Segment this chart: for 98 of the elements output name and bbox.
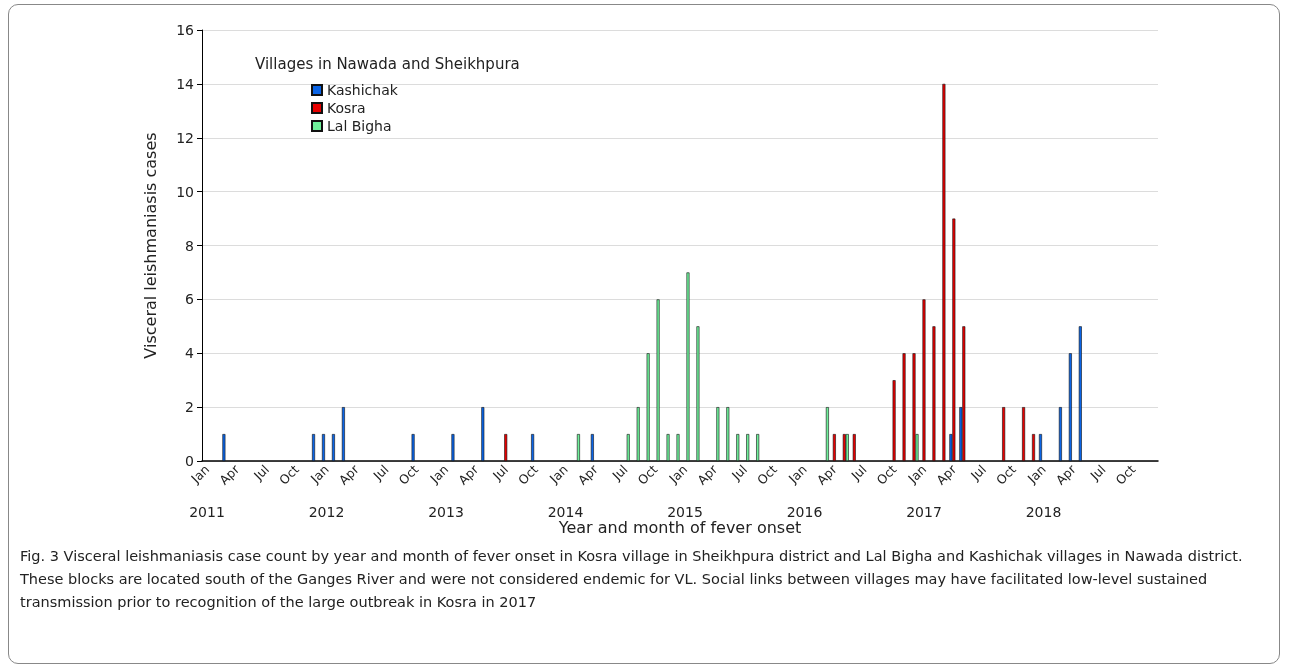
- bar: [1068, 353, 1072, 461]
- y-tick-label: 0: [185, 453, 194, 469]
- x-tick-label: Oct: [395, 461, 422, 488]
- text: 2016: [786, 504, 823, 520]
- text: 2011: [189, 504, 225, 520]
- bar: [331, 434, 335, 461]
- x-tick-label: Jul: [608, 461, 631, 484]
- bar: [222, 434, 226, 461]
- bar: [912, 353, 916, 461]
- bar: [952, 218, 956, 461]
- y-tick-label: 12: [176, 129, 194, 146]
- bar: [676, 434, 680, 461]
- text: 2013: [428, 504, 464, 520]
- legend-label: Kosra: [327, 100, 366, 116]
- legend-label: Kashichak: [327, 82, 399, 98]
- bar: [852, 434, 856, 461]
- text: 2017: [906, 504, 942, 520]
- x-tick-label: Jan: [545, 461, 571, 487]
- bar: [312, 434, 316, 461]
- x-tick-label: Oct: [276, 461, 302, 488]
- x-tick-label: Jul: [728, 461, 751, 484]
- x-tick-label: Jan: [904, 461, 930, 487]
- bar: [1038, 434, 1042, 461]
- bar: [892, 380, 896, 461]
- x-tick-label: Jan: [426, 461, 452, 487]
- text: 2018: [1025, 504, 1062, 520]
- x-tick-label: Apr: [574, 461, 602, 488]
- bar: [656, 299, 660, 461]
- x-tick-label: Apr: [335, 461, 363, 488]
- x-tick-label: Apr: [216, 461, 243, 488]
- x-tick-label: Jul: [847, 461, 870, 484]
- x-tick-label: Oct: [754, 461, 780, 488]
- x-tick-label: Oct: [515, 461, 541, 488]
- x-tick-label: Jan: [665, 461, 691, 487]
- x-tick-label: Jan: [784, 461, 810, 487]
- x-tick-label: Jul: [250, 461, 273, 484]
- y-axis-title: Visceral leishmaniasis cases: [140, 132, 160, 359]
- x-tick-label: Oct: [634, 461, 661, 488]
- bar: [686, 272, 690, 461]
- x-tick-label: Jan: [306, 461, 332, 487]
- x-tick-label: Jan: [1023, 461, 1049, 487]
- text: 2012: [308, 504, 345, 520]
- y-tick-label: 6: [185, 291, 195, 308]
- y-tick-label: 4: [185, 345, 195, 362]
- y-tick-label: 8: [185, 237, 194, 254]
- x-tick-label: Jul: [369, 461, 392, 484]
- y-tick-label: 2: [185, 399, 194, 416]
- legend-label: Lal Bigha: [327, 118, 392, 134]
- x-tick-label: Apr: [933, 461, 960, 488]
- bar: [942, 83, 946, 461]
- bar: [321, 434, 325, 461]
- text: 2015: [667, 504, 703, 520]
- x-tick-label: Oct: [1112, 461, 1139, 488]
- y-tick-label: 16: [176, 22, 195, 38]
- x-tick-label: Apr: [1052, 461, 1080, 488]
- x-tick-label: Oct: [873, 461, 900, 488]
- bar: [1078, 326, 1082, 461]
- x-tick-label: Oct: [993, 461, 1019, 488]
- bar: [756, 434, 760, 461]
- bar: [825, 407, 829, 461]
- x-tick-label: Jul: [1086, 461, 1109, 484]
- legend-title: Villages in Nawada and Sheikhpura: [255, 54, 520, 73]
- bar: [1058, 407, 1062, 461]
- bar: [531, 434, 535, 461]
- bar: [716, 407, 720, 461]
- bar: [726, 407, 730, 461]
- bar: [646, 353, 650, 461]
- bar: [411, 434, 415, 461]
- bar: [504, 434, 508, 461]
- x-tick-label: Jul: [489, 461, 512, 484]
- bar: [962, 326, 966, 461]
- bar: [576, 434, 580, 461]
- bar: [832, 434, 836, 461]
- y-tick-label: 14: [176, 75, 195, 92]
- bar: [451, 434, 455, 461]
- text: 2014: [547, 504, 584, 520]
- x-tick-label: Apr: [813, 461, 841, 488]
- bar: [626, 434, 630, 461]
- x-tick-label: Apr: [694, 461, 721, 488]
- bar: [922, 299, 926, 461]
- x-tick-label: Jul: [967, 461, 990, 484]
- bar: [636, 407, 640, 461]
- bar: [1032, 434, 1036, 461]
- x-tick-label: Apr: [455, 461, 482, 488]
- bar: [696, 326, 700, 461]
- y-tick-label: 10: [176, 183, 194, 200]
- bar: [666, 434, 670, 461]
- caption: Fig. 3 Visceral leishmaniasis case count by year and month of fever onset in Kosra village in Sheikhpura district and Lal Bigha and Kashichak villages in Nawada district. These blocks are located south of the Ganges River and were not considered endemic for VL. Social links between villages may have facilitated low-level sustained transmission prior to recognition of the large outbreak in Kosra in 2017: [20, 547, 1244, 612]
- x-axis-title: Year and month of fever onset: [557, 517, 802, 537]
- bar: [902, 353, 906, 461]
- bar: [932, 326, 936, 461]
- bar: [736, 434, 740, 461]
- bar: [1002, 407, 1006, 461]
- bar: [1022, 407, 1026, 461]
- bar: [590, 434, 594, 461]
- bar: [746, 434, 750, 461]
- bar: [481, 407, 485, 461]
- bar: [341, 407, 345, 461]
